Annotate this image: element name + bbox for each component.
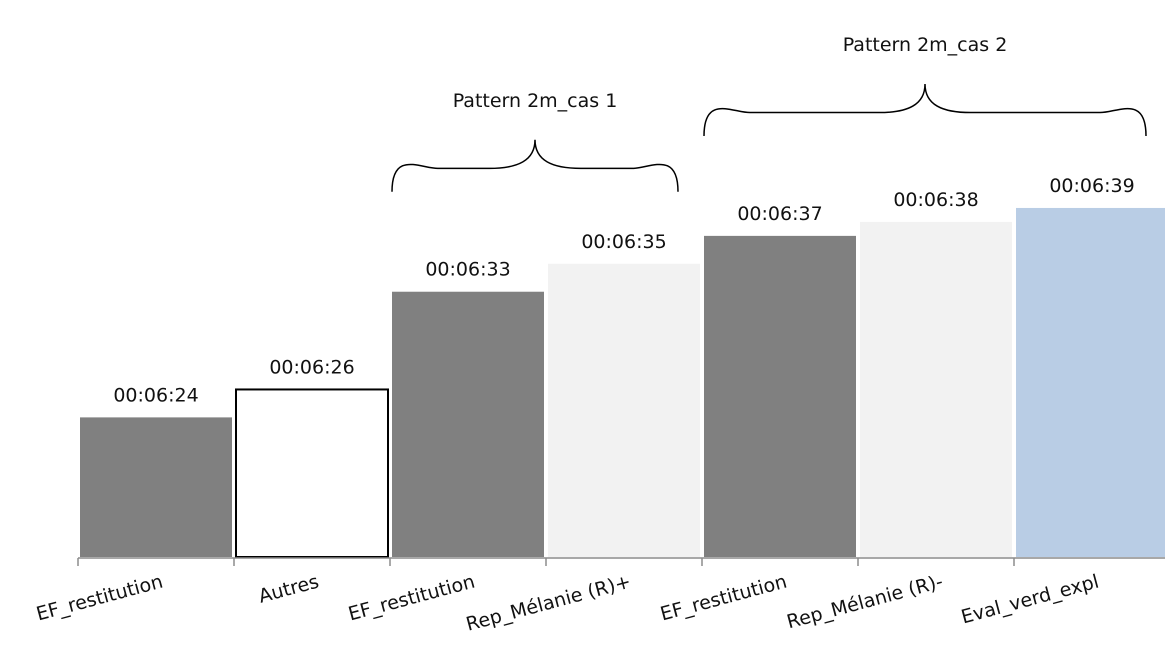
x-tick-label-4: Rep_Mélanie (R)+: [464, 571, 634, 636]
annotation-brace-2: [703, 83, 1147, 136]
value-label-6: 00:06:38: [893, 189, 978, 211]
x-tick-label-1: EF_restitution: [34, 571, 165, 626]
bar-5: [704, 235, 856, 557]
x-axis: [77, 557, 1165, 566]
bar-7: [1016, 207, 1165, 557]
value-label-7: 00:06:39: [1049, 175, 1134, 197]
x-tick-label-5: EF_restitution: [658, 571, 789, 626]
annotation-brace-1: [391, 139, 679, 192]
value-label-1: 00:06:24: [113, 384, 198, 406]
x-tick-label-7: Eval_verd_expl: [959, 571, 1101, 629]
x-tick-labels-group: EF_restitution Autres EF_restitutionRep_Mé…: [34, 571, 1101, 636]
bar-2: [235, 388, 389, 559]
value-label-4: 00:06:35: [581, 231, 666, 253]
bar-4: [548, 263, 700, 557]
bars-group: [80, 207, 1165, 559]
x-tick-label-6: Rep_Mélanie (R)-: [785, 571, 946, 634]
value-label-5: 00:06:37: [737, 203, 822, 225]
value-labels-group: 00:06:24 00:06:26 00:06:33 00:06:35 00:06:37…: [113, 175, 1134, 406]
x-tick-label-3: EF_restitution: [346, 571, 477, 626]
value-label-2: 00:06:26: [269, 356, 354, 378]
bar-1: [80, 417, 232, 557]
annotation-label-1: Pattern 2m_cas 1: [452, 89, 618, 112]
value-label-3: 00:06:33: [425, 259, 510, 281]
annotation-label-2: Pattern 2m_cas 2: [842, 33, 1008, 56]
bar-6: [860, 221, 1012, 557]
x-tick-label-2: Autres: [256, 571, 321, 608]
bar-3: [392, 291, 544, 557]
